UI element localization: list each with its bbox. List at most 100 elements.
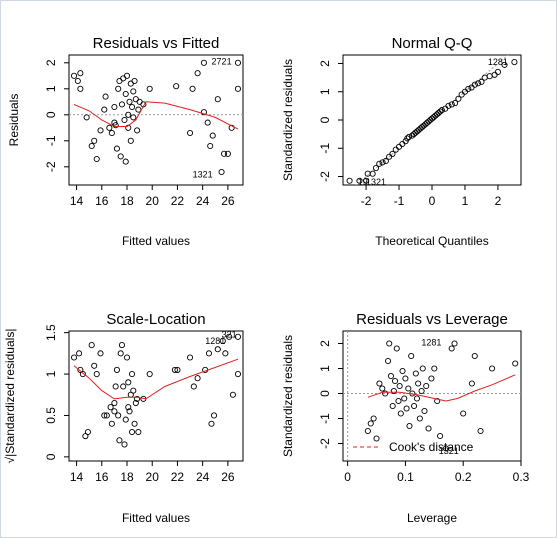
y-tick-label: -2 [44,161,58,172]
x-tick-label: 18 [120,470,134,484]
data-point [391,377,399,385]
data-point [113,366,120,373]
plot-area [70,333,242,448]
data-point [385,357,392,365]
data-point [107,404,114,411]
data-point [405,133,412,141]
x-tick-label: 24 [196,194,210,208]
plot-frame [68,54,244,186]
data-point [135,428,142,436]
data-point [209,132,216,139]
y-axis-label: Standardized residuals [281,59,295,181]
data-point [120,383,127,390]
data-point [204,119,211,126]
x-tick-label: 26 [221,194,235,208]
data-point [70,354,78,361]
y-tick-label: 0 [44,453,58,460]
chart-title: Residuals vs Fitted [93,35,220,52]
data-point [393,345,400,352]
x-tick-label: 0 [344,470,351,484]
data-point [173,83,180,90]
data-point [136,98,143,105]
data-point [108,420,115,427]
y-tick-label: -1 [318,143,332,154]
data-point [97,350,104,357]
data-point [214,346,221,353]
point-label: 1281 [205,336,225,346]
plot-area [69,59,243,176]
data-point [118,101,126,108]
data-point [386,340,393,347]
plot-frame [68,330,244,462]
data-point [387,372,395,380]
data-point [127,80,134,87]
data-point [234,85,242,92]
data-point [501,61,508,68]
data-point [395,397,402,405]
data-point [389,150,396,157]
data-point [512,360,519,367]
data-point [489,365,496,372]
data-point [77,85,84,92]
data-point [389,402,396,410]
data-point [91,137,98,144]
data-point [74,77,81,85]
x-tick-label: -2 [361,194,372,208]
data-point [452,99,459,107]
chart-title: Residuals vs Leverage [356,311,508,328]
data-point [130,88,137,95]
data-point [120,75,127,82]
data-point [108,129,115,137]
data-point [229,391,236,398]
data-point [451,340,458,347]
data-point [423,382,430,390]
y-tick-label: 2 [44,59,58,66]
data-point [190,383,197,390]
x-tick-label: -1 [394,194,405,208]
y-tick-label: 1 [318,365,332,372]
y-tick-label: -2 [318,438,332,449]
data-point [112,383,119,390]
data-point [448,345,455,352]
data-point [115,412,122,419]
y-axis-label: Residuals [7,94,21,147]
data-point [174,366,181,373]
smooth-line [73,101,239,130]
data-point [396,382,403,390]
data-point [376,380,383,387]
x-tick-label: 22 [171,194,185,208]
data-point [116,437,123,444]
data-point [113,145,120,152]
data-point [425,425,432,432]
y-tick-label: 0.5 [44,407,58,424]
x-axis-label: Fitted values [122,234,190,248]
y-tick-label: -2 [318,171,332,182]
chart-title: Scale-Location [106,311,205,328]
x-tick-label: 14 [70,194,84,208]
panel-sl: Scale-Location Fitted values √|Standardize… [3,311,244,525]
data-point [130,114,137,121]
point-label: 2721 [212,57,232,67]
data-point [234,59,242,66]
data-point [123,72,131,79]
data-point [346,177,353,184]
y-axis-label: √|Standardized residuals| [3,329,17,464]
data-point [222,350,229,357]
data-point [101,106,108,113]
data-point [442,445,449,452]
data-point [494,68,501,76]
y-tick-label: 1 [318,88,332,95]
data-point [460,410,467,417]
data-point [363,177,370,184]
data-point [122,416,129,423]
plot-area [346,55,518,185]
data-point [132,399,139,407]
x-tick-label: 22 [171,470,185,484]
data-point [399,367,406,375]
data-point [134,127,141,134]
smooth-line [73,358,239,400]
data-point [411,402,418,410]
data-point [186,129,194,137]
x-tick-label: 20 [146,470,160,484]
y-tick-label: 0 [44,111,58,118]
